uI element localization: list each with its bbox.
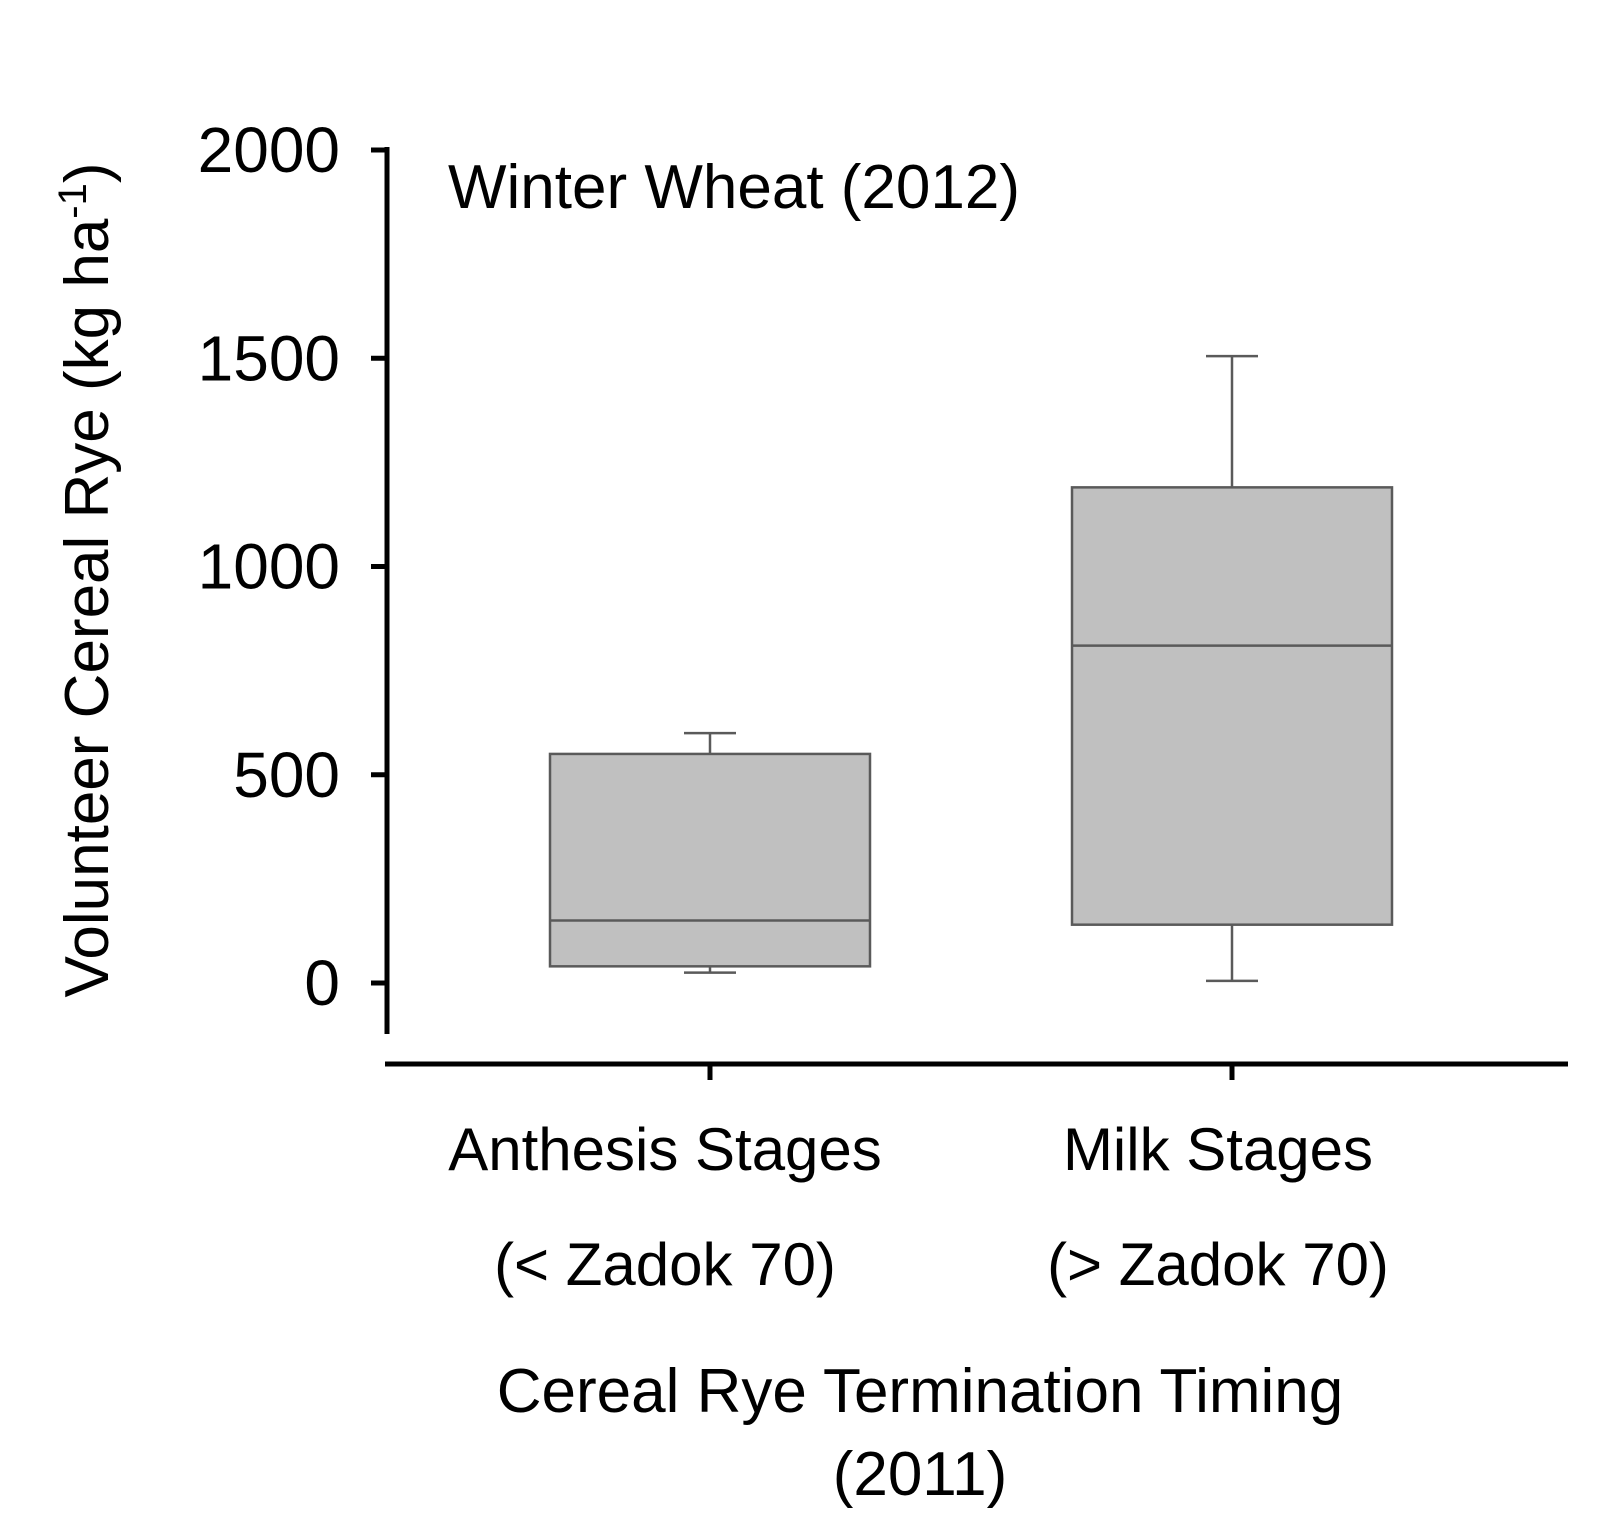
x-axis-title-line1: Cereal Rye Termination Timing [497, 1357, 1344, 1426]
category-label-anthesis-line2: (< Zadok 70) [494, 1231, 836, 1298]
chart-title: Winter Wheat (2012) [448, 153, 1020, 222]
box-anthesis [548, 731, 872, 974]
box-milk [1070, 354, 1394, 983]
y-tick-label-0: 0 [304, 947, 340, 1019]
box-series [548, 354, 1394, 983]
y-axis-ticks: 0 500 1000 1500 2000 [198, 114, 387, 1019]
x-axis-title-line2: (2011) [833, 1440, 1008, 1509]
y-tick-label-2000: 2000 [198, 114, 340, 186]
y-axis-title-main: Volunteer Cereal Rye (kg ha [53, 218, 122, 997]
y-tick-label-1000: 1000 [198, 531, 340, 603]
y-axis-title: Volunteer Cereal Rye (kg ha-1) [51, 162, 122, 997]
box-body-milk [1070, 486, 1394, 926]
box-body-anthesis [548, 752, 872, 968]
category-label-milk-line1: Milk Stages [1063, 1116, 1373, 1183]
y-tick-label-1500: 1500 [198, 322, 340, 394]
category-label-milk-line2: (> Zadok 70) [1047, 1231, 1389, 1298]
category-label-anthesis-line1: Anthesis Stages [448, 1116, 882, 1183]
x-axis-ticks [707, 1064, 1235, 1080]
y-axis-title-close: ) [53, 162, 122, 183]
y-axis-title-superscript: -1 [51, 183, 95, 219]
y-tick-label-500: 500 [233, 739, 340, 811]
